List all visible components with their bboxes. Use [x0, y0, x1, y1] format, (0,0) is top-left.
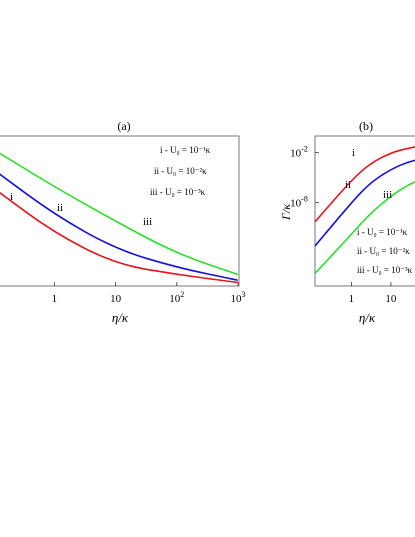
panel-a-label: (a) — [117, 119, 130, 133]
y-tick-label-b-0: 10-2 — [290, 145, 308, 160]
panel-a-xlabel: η/κ — [112, 310, 129, 325]
legend-b-i: i - U₀ = 10⁻¹κ — [357, 227, 408, 237]
panel-a-series — [0, 152, 238, 284]
x-tick-label-a-0: 1 — [52, 293, 58, 305]
x-tick-label-a-3: 103 — [231, 290, 246, 305]
x-tick-label-a-1: 10 — [110, 293, 122, 305]
panel-b-label: (b) — [359, 119, 373, 133]
series-line-a-2 — [0, 173, 238, 282]
legend-a-ii: ii - U₀ = 10⁻²κ — [154, 166, 207, 176]
panel-a-legend: i - U₀ = 10⁻¹κ ii - U₀ = 10⁻²κ iii - U₀ … — [150, 145, 211, 197]
panel-a: (a) 1 10 102 103 i - U₀ = 10⁻¹κ ii - U₀ = 1… — [0, 119, 246, 325]
series-tag-a-i: i — [10, 191, 13, 203]
series-tag-b-i: i — [352, 147, 355, 159]
x-tick-label-b-0: 1 — [349, 293, 355, 305]
panel-b-legend: i - U₀ = 10⁻¹κ ii - U₀ = 10⁻²κ iii - U₀ … — [357, 227, 413, 275]
legend-b-ii: ii - U₀ = 10⁻²κ — [357, 246, 410, 256]
panel-b-ylabel: Γ/κ — [279, 204, 293, 221]
x-tick-label-a-2: 102 — [169, 290, 184, 305]
series-tag-a-ii: ii — [57, 202, 63, 214]
series-line-a-1 — [0, 191, 238, 284]
panel-a-frame — [0, 135, 240, 287]
series-line-b-1 — [315, 146, 415, 223]
panel-a-x-ticks: 1 10 102 103 — [52, 282, 246, 305]
series-line-b-3 — [315, 180, 415, 275]
panel-b-frame — [314, 135, 415, 287]
x-tick-label-b-1: 10 — [385, 293, 397, 305]
legend-a-i: i - U₀ = 10⁻¹κ — [160, 145, 211, 155]
series-tag-a-iii: iii — [143, 216, 152, 228]
legend-a-iii: iii - U₀ = 10⁻³κ — [150, 187, 206, 197]
series-line-a-3 — [0, 152, 238, 276]
series-tag-b-iii: iii — [383, 189, 392, 201]
series-tag-b-ii: ii — [345, 179, 351, 191]
legend-b-iii: iii - U₀ = 10⁻³κ — [357, 265, 413, 275]
panel-b-xlabel: η/κ — [359, 310, 376, 325]
panel-b-series — [315, 146, 415, 275]
series-line-b-2 — [315, 159, 415, 247]
